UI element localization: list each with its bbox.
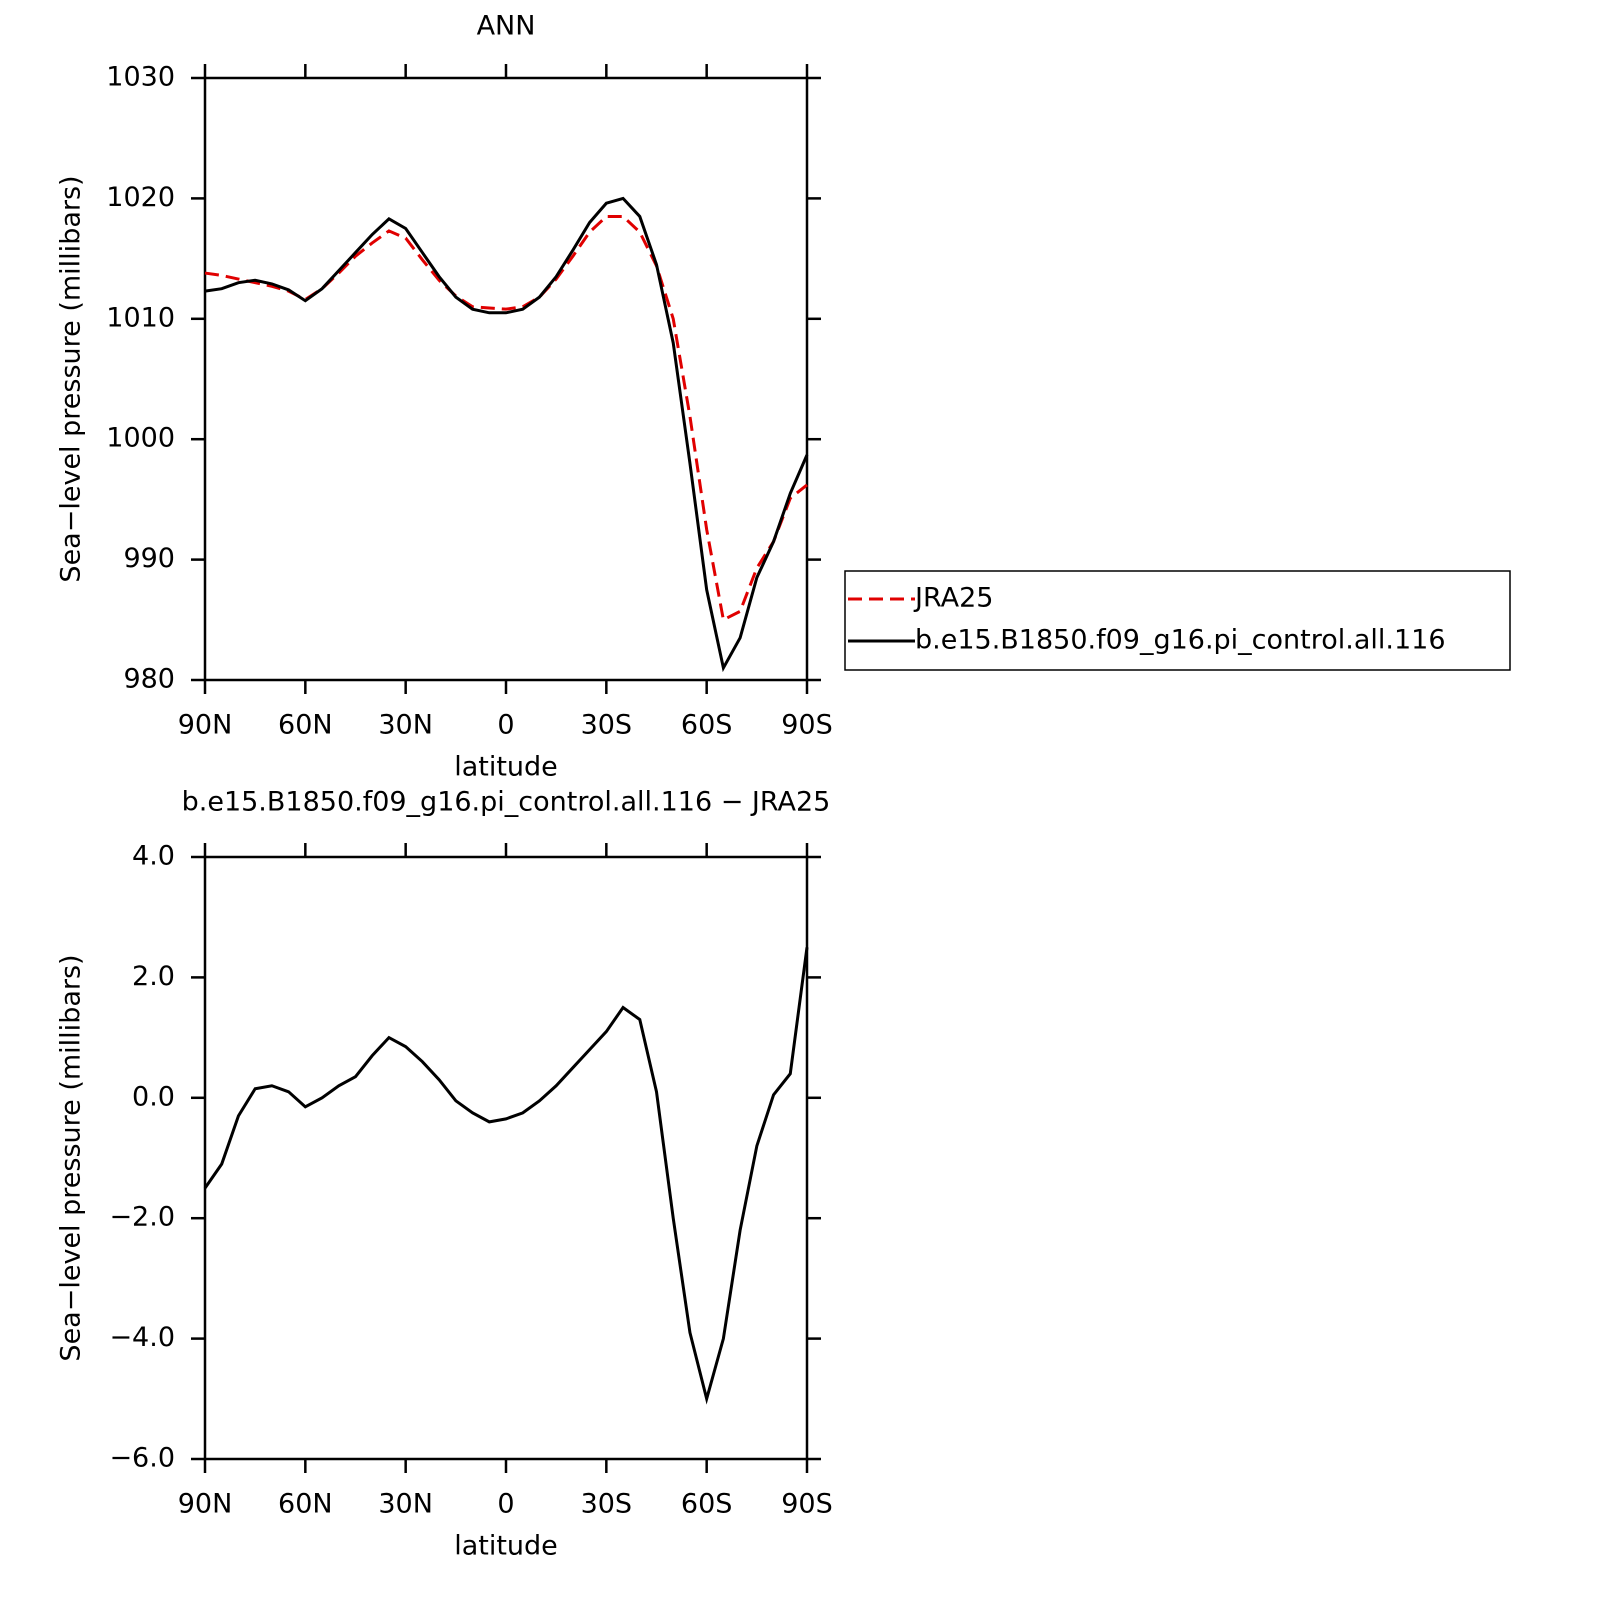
legend-label: b.e15.B1850.f09_g16.pi_control.all.116 — [915, 625, 1446, 656]
x-tick-label: 30S — [581, 1489, 633, 1520]
data-line — [204, 196, 809, 673]
y-axis-label: Sea−level pressure (millibars) — [56, 175, 87, 582]
y-tick-label: 1030 — [106, 62, 175, 93]
y-tick-label: 990 — [123, 543, 175, 574]
x-tick-label: 60S — [681, 1489, 733, 1520]
x-tick-label: 30N — [378, 1489, 433, 1520]
y-axis-label: Sea−level pressure (millibars) — [56, 954, 87, 1361]
legend-label: JRA25 — [913, 583, 993, 614]
x-tick-label: 90S — [781, 1489, 833, 1520]
y-tick-label: 0.0 — [132, 1081, 175, 1112]
x-tick-label: 60S — [681, 710, 733, 741]
data-line — [203, 947, 809, 1405]
x-tick-label: 90S — [781, 710, 833, 741]
x-tick-label: 60N — [278, 710, 333, 741]
x-tick-label: 60N — [278, 1489, 333, 1520]
chart-title: b.e15.B1850.f09_g16.pi_control.all.116 −… — [182, 787, 831, 818]
y-tick-label: −4.0 — [109, 1322, 175, 1353]
data-line — [204, 214, 808, 623]
x-axis-label: latitude — [454, 1531, 558, 1562]
x-tick-label: 0 — [497, 1489, 514, 1520]
x-tick-label: 30S — [581, 710, 633, 741]
y-tick-label: −2.0 — [109, 1202, 175, 1233]
y-tick-label: 980 — [123, 664, 175, 695]
y-tick-label: −6.0 — [109, 1443, 175, 1474]
y-tick-label: 1000 — [106, 423, 175, 454]
x-tick-label: 30N — [378, 710, 433, 741]
x-tick-label: 90N — [178, 710, 233, 741]
legend-box — [844, 570, 1511, 671]
y-tick-label: 4.0 — [132, 841, 175, 872]
plot-frame — [203, 855, 809, 1461]
y-tick-label: 1010 — [106, 302, 175, 333]
y-tick-label: 2.0 — [132, 961, 175, 992]
x-axis-label: latitude — [454, 752, 558, 783]
y-tick-label: 1020 — [106, 182, 175, 213]
x-tick-label: 0 — [497, 710, 514, 741]
x-tick-label: 90N — [178, 1489, 233, 1520]
chart-title: ANN — [477, 11, 536, 42]
